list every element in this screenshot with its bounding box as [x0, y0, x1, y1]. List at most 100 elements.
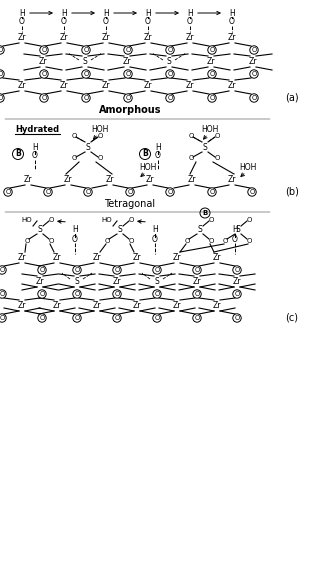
- Circle shape: [233, 266, 241, 274]
- Text: Zr: Zr: [60, 34, 68, 43]
- Circle shape: [0, 266, 6, 274]
- Text: O: O: [128, 238, 134, 244]
- Text: H: H: [72, 225, 78, 234]
- Circle shape: [113, 314, 121, 322]
- Text: O: O: [214, 133, 220, 139]
- Text: Zr: Zr: [64, 175, 72, 184]
- Text: O: O: [194, 267, 200, 273]
- Circle shape: [38, 266, 46, 274]
- Text: Zr: Zr: [144, 81, 152, 90]
- Text: H: H: [61, 8, 67, 17]
- Text: O: O: [48, 217, 54, 223]
- Text: S: S: [75, 278, 79, 287]
- Text: O: O: [249, 189, 255, 195]
- Circle shape: [73, 266, 81, 274]
- Text: O: O: [125, 95, 131, 101]
- Circle shape: [40, 46, 48, 54]
- Circle shape: [113, 290, 121, 298]
- Text: (a): (a): [285, 93, 299, 103]
- Text: O: O: [0, 291, 5, 297]
- Text: O: O: [188, 133, 194, 139]
- Text: Tetragonal: Tetragonal: [104, 199, 155, 209]
- Circle shape: [4, 188, 12, 196]
- Circle shape: [250, 46, 258, 54]
- Text: H: H: [232, 225, 238, 234]
- Text: O: O: [194, 291, 200, 297]
- Text: O: O: [0, 95, 3, 101]
- Text: S: S: [198, 225, 202, 234]
- Text: O: O: [5, 189, 11, 195]
- Text: O: O: [188, 155, 194, 161]
- Text: Zr: Zr: [18, 81, 26, 90]
- Text: H: H: [32, 143, 38, 152]
- Circle shape: [166, 188, 174, 196]
- Text: Zr: Zr: [24, 175, 32, 184]
- Text: Zr: Zr: [133, 253, 141, 262]
- Text: S: S: [167, 57, 171, 66]
- Circle shape: [82, 94, 90, 102]
- Text: O: O: [128, 217, 134, 223]
- Circle shape: [233, 290, 241, 298]
- Text: O: O: [40, 291, 45, 297]
- Text: H: H: [145, 8, 151, 17]
- Circle shape: [124, 46, 132, 54]
- Text: Zr: Zr: [133, 301, 141, 310]
- Circle shape: [0, 94, 4, 102]
- Circle shape: [193, 266, 201, 274]
- Text: S: S: [118, 225, 122, 234]
- Text: O: O: [234, 291, 240, 297]
- Text: S: S: [203, 143, 207, 152]
- Text: O: O: [114, 267, 120, 273]
- Text: O: O: [83, 71, 88, 77]
- Text: Zr: Zr: [106, 175, 114, 184]
- Text: O: O: [61, 17, 67, 26]
- Text: Amorphous: Amorphous: [99, 105, 161, 115]
- Text: O: O: [229, 17, 235, 26]
- Text: O: O: [46, 189, 51, 195]
- Text: Zr: Zr: [113, 278, 121, 287]
- Text: O: O: [222, 238, 228, 244]
- Text: O: O: [167, 47, 173, 53]
- Text: O: O: [167, 189, 173, 195]
- Circle shape: [113, 266, 121, 274]
- Text: O: O: [114, 291, 120, 297]
- Text: O: O: [214, 155, 220, 161]
- Circle shape: [73, 290, 81, 298]
- Text: O: O: [210, 95, 215, 101]
- Text: O: O: [210, 47, 215, 53]
- Circle shape: [82, 46, 90, 54]
- Text: HOH: HOH: [239, 164, 257, 173]
- Circle shape: [208, 46, 216, 54]
- Text: O: O: [104, 238, 110, 244]
- Text: Zr: Zr: [93, 301, 101, 310]
- Text: Zr: Zr: [213, 253, 221, 262]
- Text: Zr: Zr: [228, 34, 236, 43]
- Circle shape: [73, 314, 81, 322]
- Circle shape: [153, 290, 161, 298]
- Text: Zr: Zr: [188, 175, 196, 184]
- Text: Zr: Zr: [144, 34, 152, 43]
- Text: O: O: [251, 47, 257, 53]
- Text: O: O: [0, 47, 3, 53]
- Text: O: O: [71, 155, 77, 161]
- Text: O: O: [155, 267, 160, 273]
- Circle shape: [166, 70, 174, 78]
- Text: Zr: Zr: [18, 301, 26, 310]
- Text: O: O: [251, 95, 257, 101]
- Text: B: B: [202, 210, 208, 216]
- Text: O: O: [127, 189, 133, 195]
- Circle shape: [0, 70, 4, 78]
- Text: O: O: [74, 267, 80, 273]
- Text: Zr: Zr: [102, 34, 110, 43]
- Text: Hydrated: Hydrated: [15, 125, 59, 134]
- Circle shape: [124, 70, 132, 78]
- Text: H: H: [19, 8, 25, 17]
- Text: Zr: Zr: [249, 57, 257, 66]
- Text: O: O: [40, 315, 45, 321]
- Text: O: O: [41, 47, 47, 53]
- Text: O: O: [97, 133, 103, 139]
- Circle shape: [193, 290, 201, 298]
- Text: S: S: [155, 278, 159, 287]
- Circle shape: [126, 188, 134, 196]
- Circle shape: [0, 290, 6, 298]
